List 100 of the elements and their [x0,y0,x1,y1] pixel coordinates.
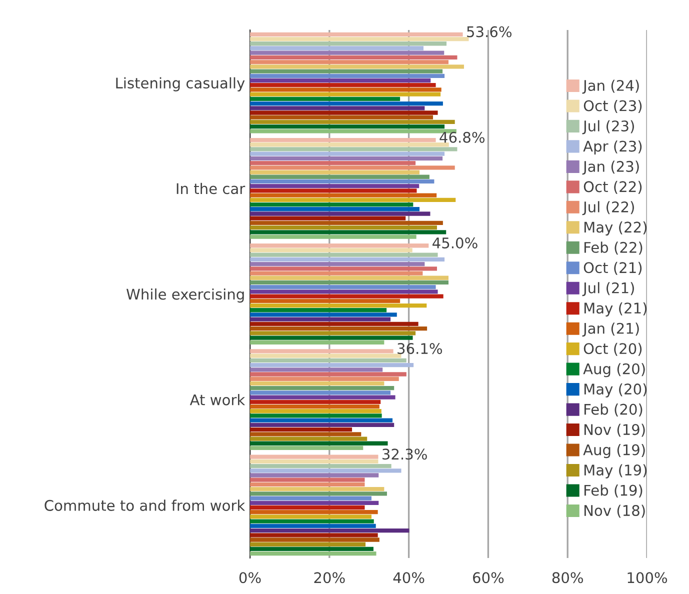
bar [250,505,365,510]
bar [250,418,393,422]
bar [250,386,394,390]
legend-label: Feb (19) [584,484,642,498]
bar [250,381,384,386]
bar [250,271,423,276]
bar [250,390,391,395]
bar [250,32,463,36]
bar [250,436,368,441]
bar [250,120,455,124]
bar [250,285,436,290]
legend-label: Oct (22) [584,180,642,194]
legend-label: Jan (24) [582,80,639,94]
bar [250,152,445,156]
bar [250,280,448,285]
legend-label: Oct (21) [584,262,642,275]
bar [250,50,444,55]
bar [250,115,434,120]
bar [250,542,366,546]
bar [250,349,394,354]
x-tick-label: 20% [314,572,345,584]
bar [250,404,380,409]
bar [250,427,352,432]
bar [250,482,365,487]
bar [250,468,402,473]
bar [250,376,399,381]
bar [250,464,392,468]
bar [250,188,417,193]
bar [250,138,436,142]
bar [250,216,406,220]
bar [250,303,427,308]
bar [250,69,443,74]
bar [250,106,425,110]
bar [250,156,443,161]
legend-label: Aug (19) [583,444,645,458]
bar [250,88,442,92]
x-tick-label: 80% [552,572,583,584]
legend-label: Jul (21) [582,282,634,296]
x-tick-label: 40% [393,572,424,584]
bar [250,212,430,216]
bar [250,496,372,500]
bar [250,174,430,179]
bar [250,514,372,519]
bar [250,244,429,248]
bar [250,257,445,262]
bar [250,207,420,212]
bar [250,409,382,414]
bar [250,184,420,188]
bar [250,170,420,174]
legend-label: Jul (22) [582,201,634,216]
y-tick-label: In the car [176,182,246,194]
bar [250,298,400,303]
bar [250,372,406,376]
bar [250,129,456,134]
bar [250,395,396,400]
bar [250,533,378,538]
bar [250,248,412,252]
bar [250,422,394,428]
bar [250,414,382,418]
bar [250,336,413,340]
legend-label: Nov (19) [584,424,645,437]
bar [250,454,378,459]
data-label: 32.3% [382,448,427,460]
bar [250,101,443,106]
bar [250,478,365,482]
bar [250,42,447,46]
bar [250,110,438,115]
bar [250,124,445,129]
bar [250,290,438,294]
bar [250,492,387,496]
bar [250,74,445,78]
legend-label: Feb (20) [584,404,642,417]
bar [250,179,434,184]
bar [250,354,402,358]
bar [250,96,400,101]
x-tick-label: 60% [473,572,504,584]
bar [250,500,379,505]
legend-label: Nov (18) [584,504,645,518]
bar [250,326,428,331]
bar [250,252,438,257]
y-tick-label: Listening casually [116,77,245,92]
bar [250,266,437,271]
bar [250,400,381,404]
bar [250,473,379,478]
legend-label: Oct (23) [584,100,642,113]
y-tick-label: While exercising [126,288,244,303]
legend-label: Jan (21) [582,322,639,337]
bar [250,368,383,372]
bar [250,317,391,322]
bar [250,220,443,226]
bar [250,446,364,450]
legend-label: Jan (23) [582,160,639,175]
y-tick-label: Commute to and from work [44,500,246,511]
bar [250,308,387,312]
data-label: 36.1% [398,343,442,354]
bar [250,312,397,317]
bar [250,166,455,170]
bar [250,546,374,552]
legend-label: Oct (20) [584,342,642,356]
bar [250,78,431,83]
